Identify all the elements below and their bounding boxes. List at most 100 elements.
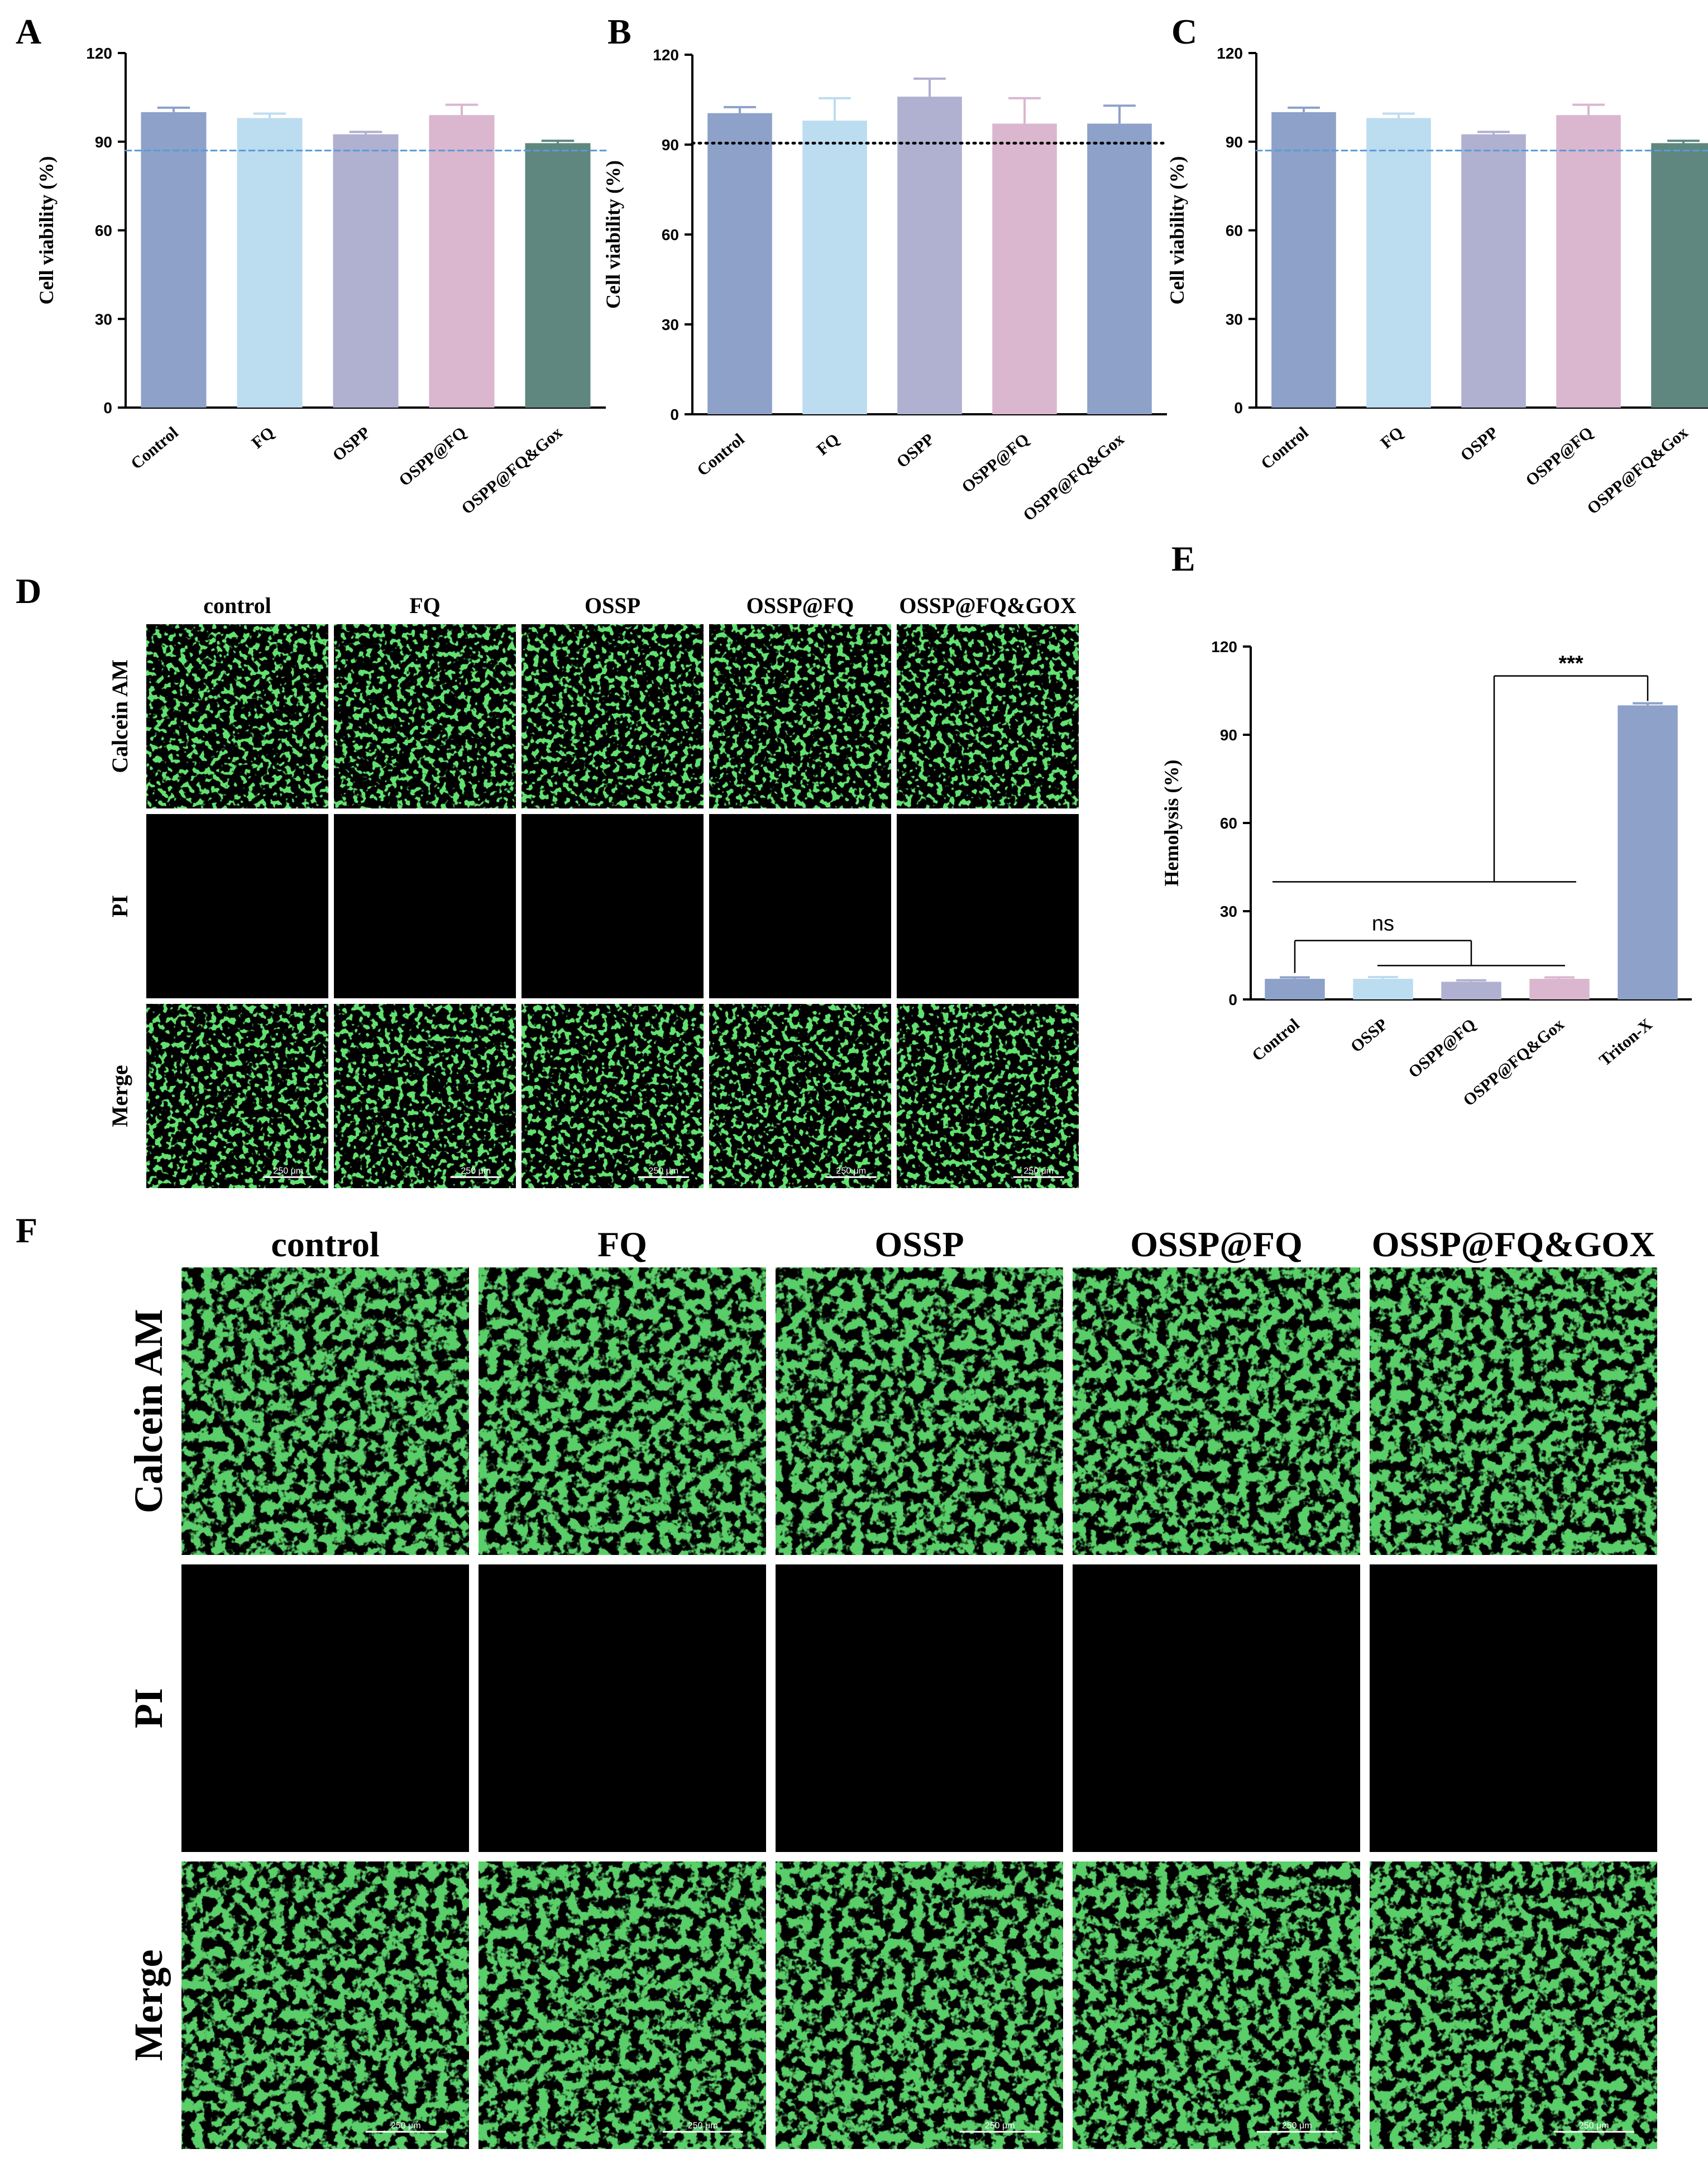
micrograph-tile: [776, 1564, 1063, 1852]
column-header: control: [203, 593, 271, 618]
panel-letter-c: C: [1171, 12, 1197, 51]
y-tick-label: 120: [1211, 638, 1237, 655]
x-category-label: OSSP: [1347, 1015, 1391, 1056]
y-tick-label: 90: [95, 133, 112, 151]
row-header: PI: [126, 1688, 171, 1729]
panel-letter-f: F: [16, 1210, 37, 1250]
y-tick-label: 30: [662, 316, 679, 333]
bar: [992, 123, 1057, 414]
cell-fluorescence: [1073, 1267, 1360, 1555]
bar: [1366, 118, 1431, 408]
y-tick-label: 90: [1226, 133, 1243, 151]
x-category-label: FQ: [813, 430, 843, 459]
significance-stars: ***: [1558, 652, 1583, 676]
column-header: FQ: [597, 1224, 647, 1264]
column-header: OSSP@FQ&GOX: [1372, 1224, 1656, 1264]
x-category-label: OSPP@FQ: [1522, 423, 1596, 490]
x-category-label: OSPP@FQ&Gox: [1020, 430, 1127, 525]
micrograph-tile: [709, 814, 891, 998]
bar: [802, 121, 867, 415]
y-tick-label: 0: [1234, 399, 1243, 417]
panel-letter-b: B: [607, 12, 631, 51]
bar-chart-e: 0 30 60 90 120 Hemolysis (%) Control OSSP OSPP@F…: [1160, 638, 1692, 1110]
y-axis-label: Cell viability (%): [35, 156, 58, 305]
x-category-label: OSPP@FQ&Gox: [458, 423, 566, 518]
bar-chart-a: 0 30 60 90 120 Cell viability (%) Control FQ OSP…: [35, 45, 607, 518]
scale-bar-label: 250 μm: [648, 1166, 678, 1176]
x-category-label: OSPP@FQ: [1405, 1015, 1479, 1081]
x-category-label: Control: [127, 423, 181, 473]
row-header: PI: [107, 895, 132, 917]
column-header: control: [271, 1224, 379, 1264]
micrograph-tile: [334, 814, 516, 998]
cell-fluorescence: [1370, 1267, 1657, 1555]
x-category-label: OSPP: [329, 423, 374, 465]
cell-fluorescence: [181, 1267, 469, 1555]
scale-bar-label: 250 μm: [391, 2121, 421, 2131]
cell-fluorescence: [522, 624, 704, 808]
cell-fluorescence: [1073, 1861, 1360, 2149]
cell-fluorescence: [334, 624, 516, 808]
y-tick-label: 30: [95, 310, 112, 328]
bar: [1651, 143, 1708, 408]
y-tick-label: 0: [103, 399, 112, 417]
x-category-label: Control: [1248, 1015, 1303, 1065]
micrograph-tile: [479, 1564, 766, 1852]
y-tick-label: 60: [95, 222, 112, 240]
panel-letter-a: A: [16, 12, 41, 51]
micrograph-tile: [1370, 1564, 1657, 1852]
micrograph-tile: [181, 1564, 469, 1852]
x-category-label: Control: [693, 430, 748, 480]
x-category-label: FQ: [248, 423, 278, 452]
scale-bar-label: 250 μm: [1579, 2121, 1609, 2131]
y-tick-label: 0: [670, 406, 679, 423]
y-axis-label: Cell viability (%): [1166, 156, 1188, 305]
y-tick-label: 0: [1228, 991, 1237, 1008]
y-tick-label: 60: [1220, 815, 1237, 832]
bar: [141, 112, 207, 408]
scale-bar-label: 250 μm: [461, 1166, 491, 1176]
scale-bar-label: 250 μm: [1282, 2121, 1312, 2131]
row-header: Calcein AM: [107, 659, 132, 773]
cell-fluorescence: [897, 1004, 1079, 1188]
cell-fluorescence: [479, 1267, 766, 1555]
y-tick-label: 30: [1220, 903, 1237, 920]
x-category-label: OSPP@FQ: [958, 430, 1032, 496]
scale-bar-label: 250 μm: [985, 2121, 1015, 2131]
cell-fluorescence: [181, 1861, 469, 2149]
cell-fluorescence: [146, 1004, 328, 1188]
column-header: FQ: [409, 593, 441, 618]
y-axis-label: Hemolysis (%): [1160, 760, 1183, 887]
bar: [1556, 115, 1621, 408]
fluorescence-grid-f: control FQ OSSP OSSP@FQ OSSP@FQ&GOX Calcein A…: [126, 1224, 1657, 2149]
row-header: Merge: [126, 1950, 171, 2061]
y-tick-label: 30: [1226, 310, 1243, 328]
scale-bar-label: 250 μm: [273, 1166, 303, 1176]
micrograph-tile: [897, 814, 1079, 998]
scale-bar-label: 250 μm: [836, 1166, 866, 1176]
bar: [1618, 705, 1678, 999]
bar: [1087, 123, 1152, 414]
cell-fluorescence: [897, 624, 1079, 808]
bar: [1529, 979, 1590, 999]
panel-letter-e: E: [1171, 539, 1195, 578]
y-tick-label: 90: [662, 136, 679, 154]
y-tick-label: 120: [653, 46, 679, 64]
scale-bar-label: 250 μm: [688, 2121, 718, 2131]
bar: [525, 143, 591, 408]
bar: [1265, 979, 1325, 999]
x-category-label: Triton-X: [1596, 1015, 1656, 1070]
cell-fluorescence: [146, 624, 328, 808]
x-category-label: Control: [1257, 423, 1312, 473]
y-tick-label: 60: [1226, 222, 1243, 240]
micrograph-tile: [522, 814, 704, 998]
micrograph-tile: [146, 814, 328, 998]
x-category-label: OSPP: [1457, 423, 1502, 465]
cell-fluorescence: [522, 1004, 704, 1188]
cell-fluorescence: [1370, 1861, 1657, 2149]
cell-fluorescence: [776, 1267, 1063, 1555]
column-header: OSSP@FQ: [747, 593, 854, 618]
x-category-label: OSPP: [893, 430, 938, 472]
column-header: OSSP@FQ: [1130, 1224, 1302, 1264]
